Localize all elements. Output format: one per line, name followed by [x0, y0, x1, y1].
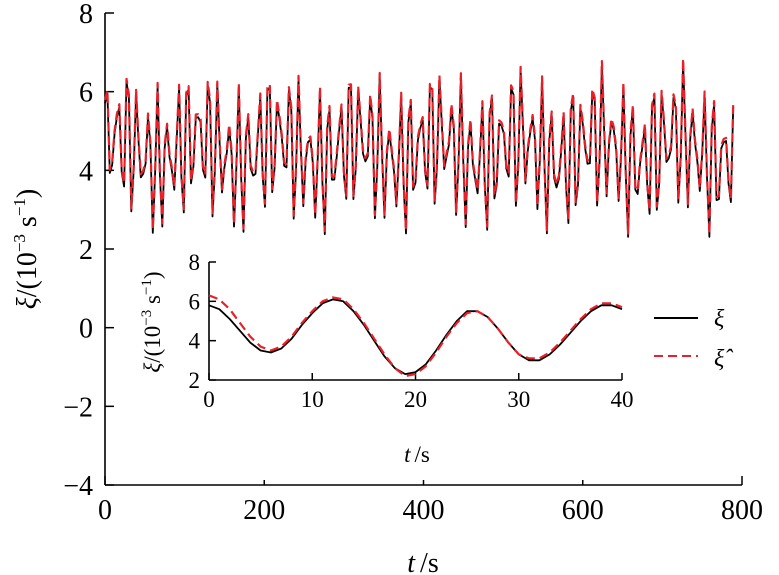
main-y-title-unit: /(10	[12, 252, 43, 297]
x-tick-label: 10	[301, 387, 324, 412]
main-series	[103, 57, 735, 238]
y-tick-label: 2	[79, 235, 93, 266]
inset-y-title: ξ/(10−3 s−1)	[139, 271, 165, 372]
legend: ξ ξ̂	[654, 306, 733, 372]
x-tick-label: 40	[611, 387, 634, 412]
legend-label-xi-hat: ξ̂	[714, 346, 733, 372]
main-y-title-exp: −3	[10, 234, 29, 252]
main-x-title: t/s	[407, 548, 438, 575]
series-line-0	[208, 298, 623, 375]
x-tick-label: 400	[403, 495, 445, 526]
x-tick-label: 600	[562, 495, 604, 526]
y-tick-label: 2	[189, 368, 201, 393]
y-tick-label: 4	[189, 329, 201, 354]
inset-y-title-close: )	[140, 271, 165, 279]
x-tick-label: 0	[98, 495, 112, 526]
y-tick-label: 8	[79, 0, 93, 30]
inset-y-title-unit: /(10	[140, 326, 165, 363]
y-tick-label: −2	[63, 392, 93, 423]
inset-y-title-symbol: ξ	[140, 363, 165, 373]
x-tick-label: 0	[203, 387, 215, 412]
series-line-1	[103, 57, 735, 235]
main-x-title-unit: /s	[420, 548, 439, 575]
y-tick-label: 8	[189, 250, 201, 275]
main-y-title-symbol: ξ	[12, 297, 43, 309]
main-y-title: ξ/(10−3 s−1)	[10, 189, 43, 310]
inset-y-title-exp: −3	[139, 310, 155, 326]
inset-series	[208, 294, 623, 378]
y-tick-label: 4	[79, 156, 93, 187]
legend-label-xi: ξ	[714, 306, 725, 332]
inset-x-title-symbol: t	[404, 442, 411, 467]
inset-x-title: t/s	[404, 442, 430, 467]
y-tick-label: 0	[79, 314, 93, 345]
series-line-1	[208, 294, 623, 378]
inset-y-title-unit2: s	[140, 295, 165, 310]
main-y-title-exp2: −1	[10, 198, 29, 216]
inset-y-title-exp2: −1	[139, 279, 155, 295]
y-tick-label: 6	[79, 78, 93, 109]
y-tick-label: 6	[189, 289, 201, 314]
series-line-0	[104, 60, 735, 238]
inset-x-title-unit: /s	[415, 442, 430, 467]
inset-ticks: 0 10 20 30 40 2 4 6 8	[189, 250, 634, 412]
x-tick-label: 20	[404, 387, 427, 412]
main-x-title-symbol: t	[407, 548, 416, 575]
main-y-title-unit2: s	[12, 216, 43, 234]
x-tick-label: 30	[507, 387, 530, 412]
x-tick-label: 200	[243, 495, 285, 526]
y-tick-label: −4	[63, 471, 93, 502]
main-y-title-close: )	[12, 189, 43, 198]
x-tick-label: 800	[721, 495, 763, 526]
